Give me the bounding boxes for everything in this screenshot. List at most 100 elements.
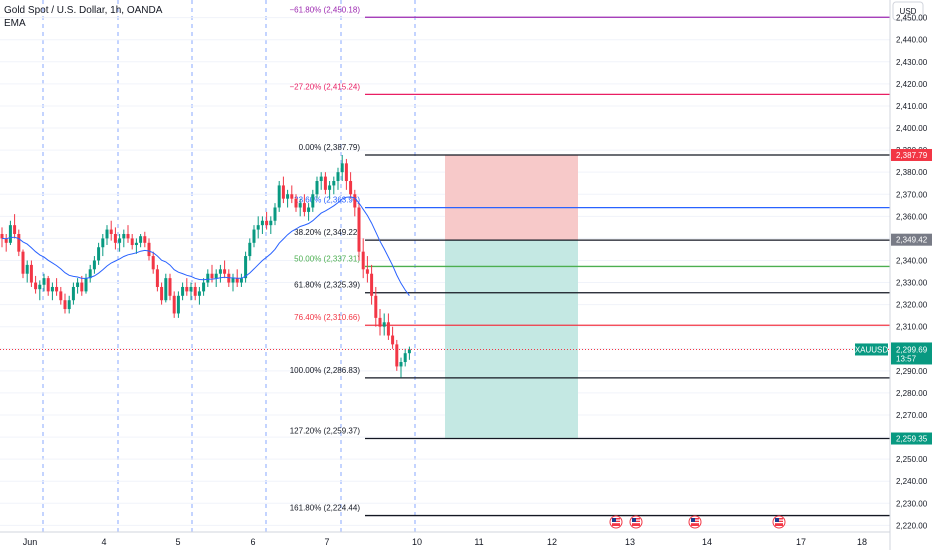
candle — [399, 357, 403, 378]
symbol-title[interactable]: Gold Spot / U.S. Dollar, 1h, OANDA — [4, 5, 163, 16]
candle — [206, 269, 210, 287]
candle — [122, 229, 126, 248]
price-tick-label: 2,400.00 — [896, 124, 928, 133]
candle — [231, 273, 235, 292]
time-axis[interactable]: Jun 4 5 6 7 10 11 12 13 14 17 18 — [0, 531, 890, 550]
candle — [248, 238, 252, 261]
candle — [273, 203, 277, 226]
price-tick-label: 2,420.00 — [896, 80, 928, 89]
currency-button[interactable] — [892, 1, 924, 21]
price-tick-label: 2,440.00 — [896, 36, 928, 45]
candle — [323, 172, 327, 195]
economic-events[interactable] — [609, 515, 786, 529]
price-tag-label: 2,387.79 — [896, 151, 928, 160]
last-price-tag — [891, 342, 932, 365]
time-tick-label: 11 — [474, 537, 483, 547]
candle — [181, 282, 185, 301]
candle — [160, 282, 164, 305]
candle — [193, 282, 197, 301]
candle — [239, 273, 243, 287]
candle — [185, 278, 189, 296]
price-tag — [891, 432, 932, 445]
flag-icon-us[interactable] — [609, 515, 623, 529]
candle — [290, 185, 294, 204]
candle — [378, 309, 382, 336]
candle — [252, 225, 256, 248]
session-separators — [42, 0, 416, 532]
candle — [97, 242, 101, 265]
candle — [294, 194, 298, 212]
price-tick-label: 2,410.00 — [896, 102, 928, 111]
candle — [25, 260, 29, 283]
candle — [244, 251, 248, 283]
candle — [269, 216, 273, 234]
candle — [76, 278, 80, 294]
price-tick-label: 2,280.00 — [896, 389, 928, 398]
flag-icon-us[interactable] — [772, 515, 786, 529]
candle — [59, 286, 63, 305]
time-tick-label: 17 — [796, 537, 806, 547]
price-tick-label: 2,450.00 — [896, 14, 928, 23]
candle — [109, 220, 113, 241]
price-tick-label: 2,330.00 — [896, 279, 928, 288]
candle — [365, 256, 369, 283]
candle — [34, 275, 38, 294]
candle — [361, 238, 365, 279]
time-tick-label: 12 — [547, 537, 557, 547]
symbol-tag-label: XAUUSD — [855, 345, 889, 354]
price-tick-label: 2,310.00 — [896, 323, 928, 332]
candle — [391, 326, 395, 349]
price-tick-label: 2,340.00 — [896, 256, 928, 265]
fib-level-label: 76.40% (2,310.66) — [294, 313, 360, 322]
candle — [382, 313, 386, 336]
take-profit-zone[interactable] — [445, 239, 578, 439]
candle — [353, 189, 357, 217]
time-tick-label: 7 — [324, 537, 329, 547]
candle — [307, 203, 311, 221]
candle — [277, 181, 281, 212]
candle — [55, 278, 59, 296]
indicator-label[interactable]: EMA — [4, 18, 26, 29]
candle — [38, 280, 42, 301]
candle — [67, 295, 71, 314]
candle — [281, 176, 285, 204]
time-tick-label: 14 — [702, 537, 712, 547]
candle — [260, 216, 264, 234]
fibonacci-retracement[interactable]: −61.80% (2,450.18) −27.20% (2,415.24) 0.00… — [290, 5, 891, 517]
time-tick-label: 5 — [175, 537, 180, 547]
candle — [71, 282, 75, 305]
price-tag-label: 2,349.42 — [896, 236, 928, 245]
candle — [374, 286, 378, 327]
symbol-tag — [855, 343, 888, 356]
price-tick-label: 2,430.00 — [896, 58, 928, 67]
candle — [336, 167, 340, 190]
candle — [8, 220, 12, 246]
candle — [151, 251, 155, 274]
stop-loss-zone[interactable] — [445, 154, 578, 240]
flag-icon-us[interactable] — [629, 515, 643, 529]
candle — [13, 214, 17, 239]
long-position-tool[interactable] — [445, 154, 578, 439]
price-tick-label: 2,370.00 — [896, 190, 928, 199]
flag-icon-us[interactable] — [688, 515, 702, 529]
candle — [155, 264, 159, 292]
price-tick-label: 2,240.00 — [896, 477, 928, 486]
price-tick-label: 2,270.00 — [896, 411, 928, 420]
candle — [63, 293, 67, 314]
candlesticks — [0, 154, 411, 378]
candle — [29, 260, 33, 287]
candle — [126, 225, 130, 243]
candle — [80, 275, 84, 296]
candle — [118, 233, 122, 252]
candle — [197, 286, 201, 305]
fib-level-label: −27.20% (2,415.24) — [290, 82, 361, 91]
candle — [332, 176, 336, 195]
candle — [134, 238, 138, 254]
candle — [143, 231, 147, 248]
candle — [88, 264, 92, 283]
candle — [92, 256, 96, 274]
candle — [370, 264, 374, 305]
price-tick-label: 2,250.00 — [896, 455, 928, 464]
